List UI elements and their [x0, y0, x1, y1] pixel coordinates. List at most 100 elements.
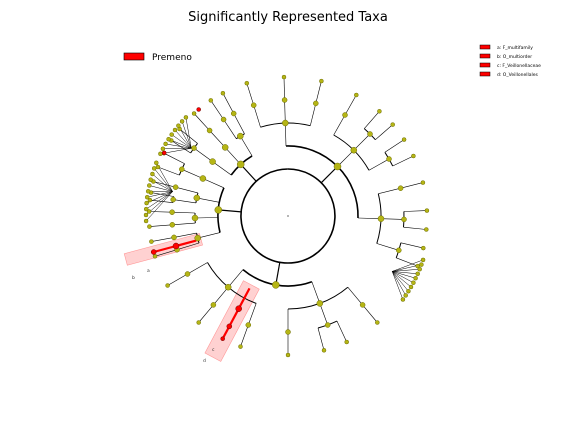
fan-leaf: [163, 141, 168, 147]
fan-branch: [392, 271, 412, 288]
tree-branch: [240, 135, 253, 157]
tree-branch: [392, 155, 414, 167]
tree-branch: [240, 324, 249, 347]
clade-legend-d: d: O_Veillonellales: [497, 72, 538, 78]
tree-branch: [275, 262, 281, 286]
tree-branch: [173, 199, 196, 204]
tree-branch: [172, 211, 196, 214]
fan-branch: [154, 168, 173, 192]
fan-leaf: [160, 146, 166, 152]
tree-node: [377, 109, 382, 114]
tree-branch: [154, 249, 178, 257]
clade-letter-b: b: [132, 275, 135, 281]
tree-branch: [227, 269, 244, 288]
tree-node: [147, 224, 152, 229]
tree-node: [165, 283, 170, 288]
fan-leaf: [143, 212, 149, 218]
tree-branch: [285, 122, 287, 147]
tree-node: [206, 127, 213, 134]
tree-edges: [145, 77, 427, 355]
tree-node: [220, 90, 226, 96]
fan-branch: [392, 259, 424, 272]
fan-branch: [165, 143, 192, 149]
tree-branch: [175, 186, 198, 194]
tree-node: [415, 263, 420, 269]
highlight-node: [196, 107, 201, 112]
tree-branch: [400, 182, 423, 189]
fan-leaf: [403, 293, 408, 298]
tree-node: [316, 300, 324, 307]
tree-branch: [310, 103, 317, 126]
fan-branch: [392, 271, 414, 283]
figure-title: Significantly Represented Taxa: [188, 10, 388, 25]
tree-node: [354, 92, 359, 98]
tree-branch: [337, 149, 355, 167]
tree-branch: [176, 242, 200, 250]
tree-node: [210, 302, 217, 308]
fan-leaf: [420, 257, 426, 263]
tree-node: [350, 146, 358, 154]
clade-legend-swatch-b: [479, 53, 491, 59]
tree-branch: [172, 222, 196, 226]
tree-node: [155, 164, 161, 170]
highlight-clade-cd-node: [220, 336, 225, 341]
highlight-clade-ab-node: [150, 249, 157, 255]
tree-node: [411, 153, 416, 159]
fan-leaf: [145, 189, 151, 194]
tree-node: [169, 209, 175, 215]
fan-branch: [145, 191, 173, 222]
tree-node: [194, 234, 201, 242]
tree-branch: [384, 139, 405, 153]
clade-legend-swatch-c: [479, 62, 491, 68]
fan-branch: [147, 191, 173, 198]
fan-leaf: [158, 151, 163, 157]
tree-node: [191, 145, 197, 151]
clade-letter-a: a: [147, 269, 150, 274]
tree-node: [250, 102, 257, 108]
clade-legend: a: F_multifamily b: O_multiorder c: F_Ve…: [479, 44, 541, 78]
tree-node: [282, 119, 289, 127]
tree-node: [221, 144, 229, 151]
fan-leaf: [148, 177, 153, 182]
tree-node: [214, 206, 223, 214]
fan-leaf: [166, 136, 171, 142]
tree-branch: [193, 147, 213, 162]
tree-branch: [197, 232, 221, 239]
tree-node: [169, 222, 176, 228]
fan-leaf: [150, 171, 155, 177]
highlight-clade-cd-edge: [228, 308, 240, 327]
tree-node: [170, 196, 176, 203]
tree-nodes: [143, 74, 430, 358]
tree-node: [146, 209, 152, 214]
fan-leaf: [417, 266, 422, 272]
clade-highlight-shades: [123, 233, 260, 362]
tree-branch: [181, 169, 204, 179]
tree-branch: [253, 105, 261, 128]
tree-branch: [212, 161, 232, 176]
fan-branch: [152, 173, 173, 192]
tree-node: [230, 110, 237, 117]
fan-leaf: [411, 280, 416, 285]
tree-branch: [283, 77, 285, 101]
tree-branch: [368, 158, 390, 171]
fan-branch: [181, 121, 192, 149]
fan-leaf: [144, 194, 150, 200]
tree-branch: [224, 147, 241, 165]
tree-node: [149, 239, 154, 244]
tree-node: [220, 116, 227, 123]
tree-branch: [317, 327, 325, 351]
fan-leaf: [154, 160, 159, 166]
class-legend-label: Premeno: [152, 53, 192, 63]
fan-branch: [392, 271, 418, 275]
tree-node: [375, 320, 380, 325]
tree-node: [208, 98, 214, 103]
fan-leaf: [169, 132, 174, 137]
fan-leaf: [413, 275, 418, 281]
fan-leaf: [406, 288, 411, 294]
fan-leaf: [143, 218, 149, 224]
tree-node: [191, 111, 197, 116]
tree-node: [196, 320, 201, 325]
tree-branch: [240, 163, 257, 182]
tree-node: [236, 160, 245, 169]
clade-legend-swatch-a: [479, 44, 491, 50]
